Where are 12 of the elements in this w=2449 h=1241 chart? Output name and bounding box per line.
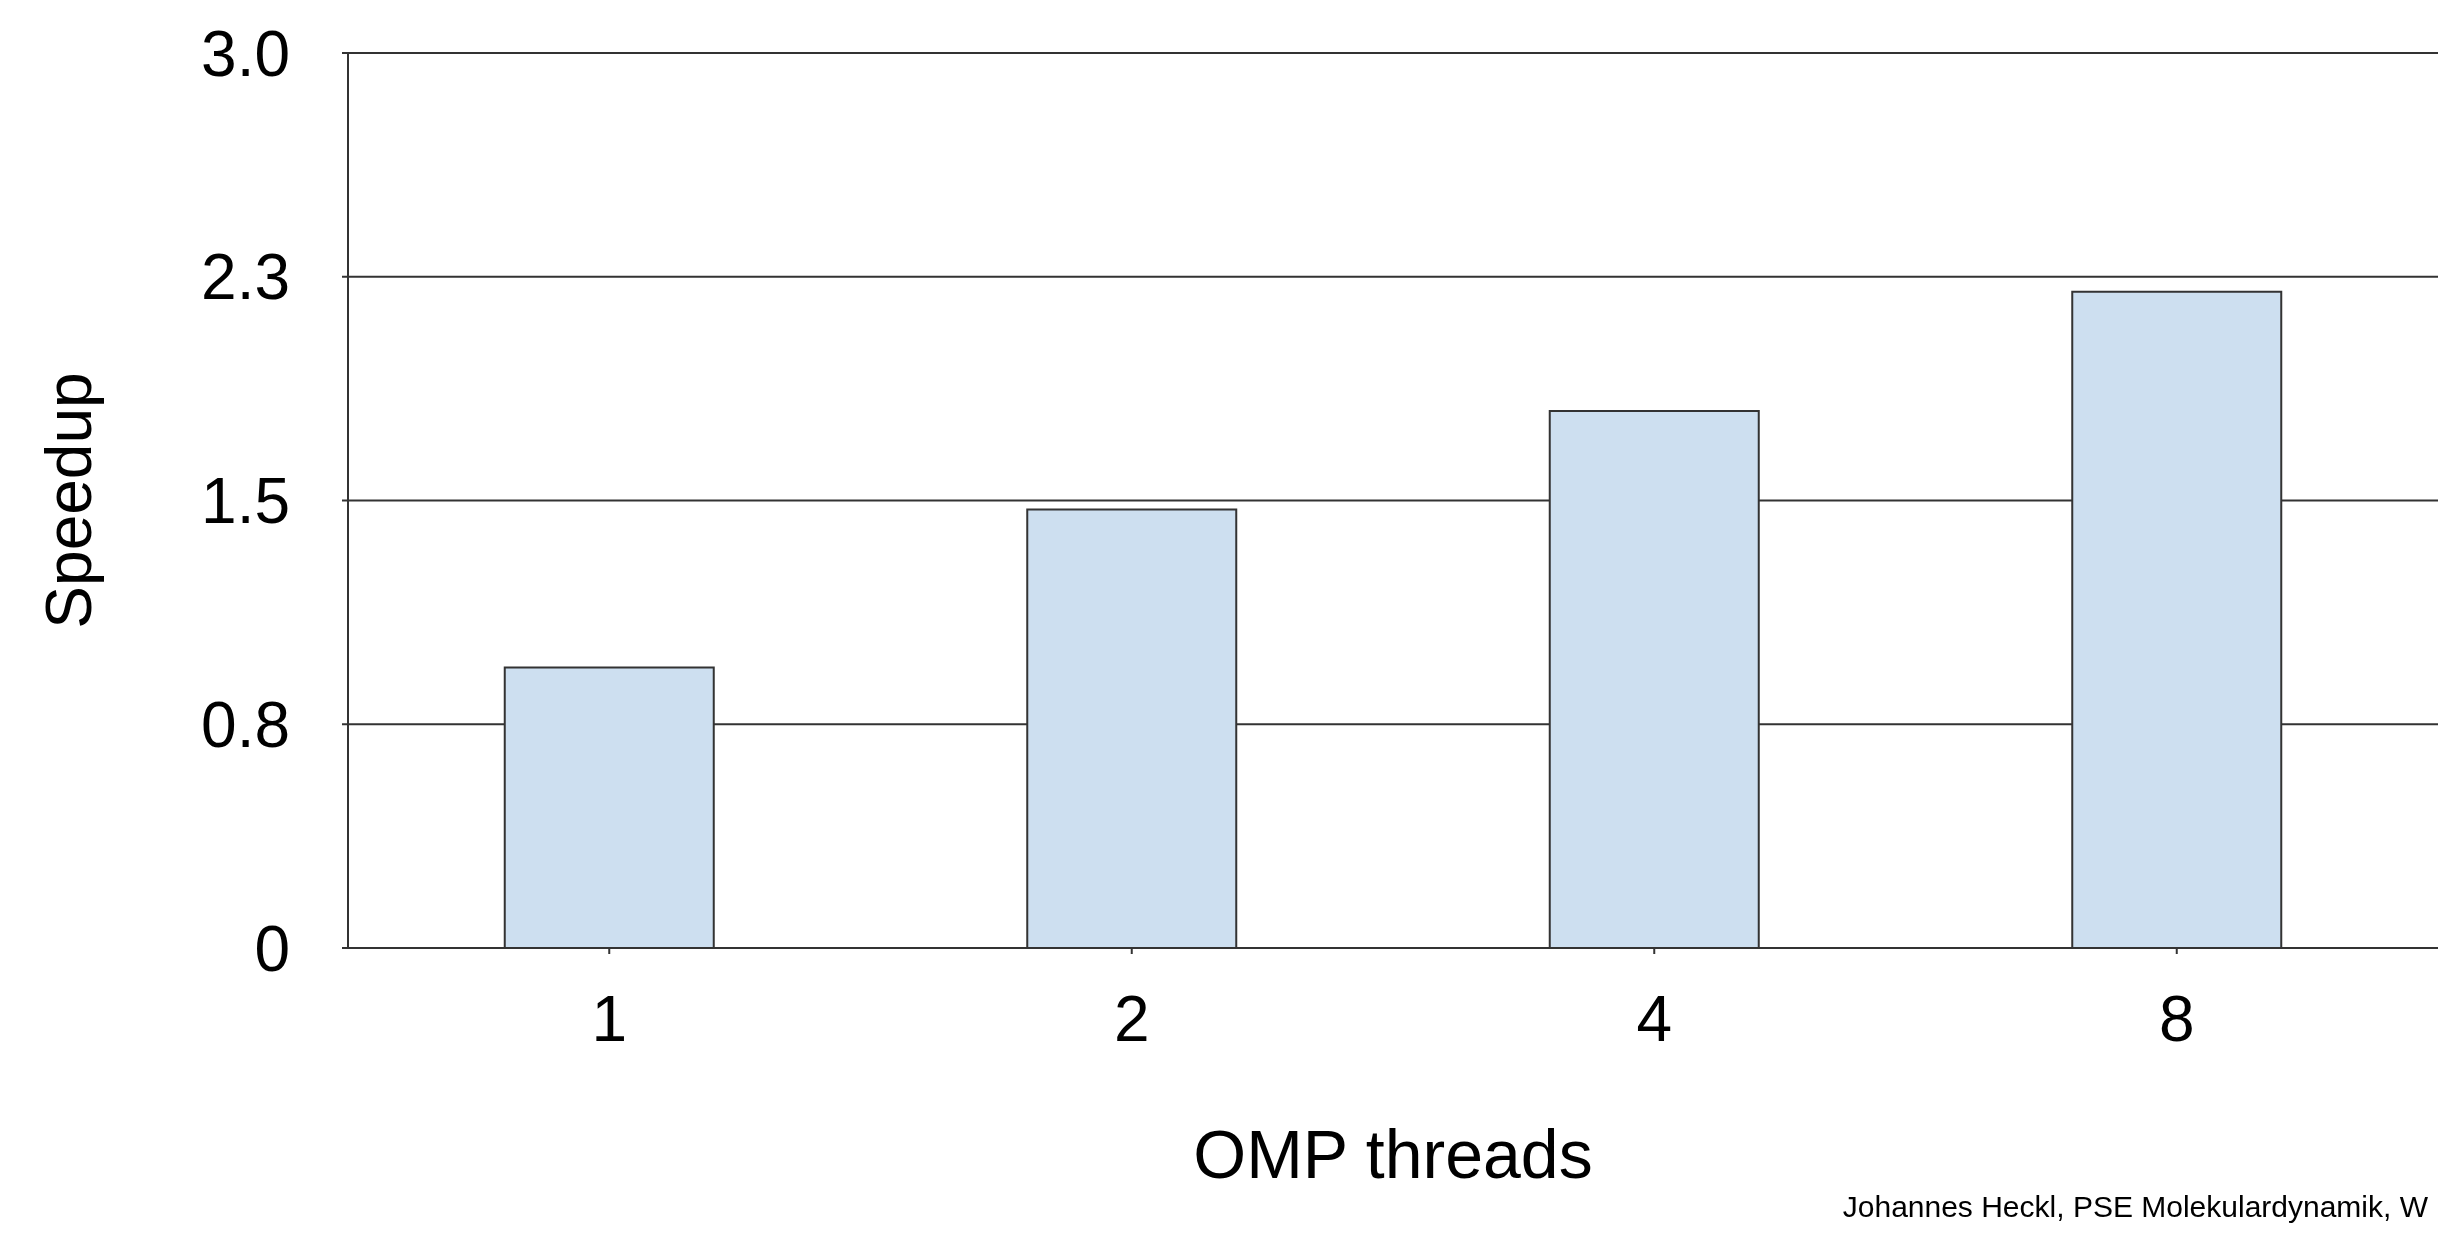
x-tick-label: 8 bbox=[2158, 983, 2195, 1056]
y-tick-label: 2.3 bbox=[201, 241, 290, 314]
x-tick-label: 4 bbox=[1636, 983, 1673, 1056]
x-tick-label: 2 bbox=[1113, 983, 1150, 1056]
text: Johannes Heckl, PSE Molekulardynamik, W bbox=[1842, 1190, 2428, 1224]
y-tick-label: 0 bbox=[254, 912, 290, 985]
x-tick-label: 1 bbox=[591, 983, 628, 1056]
y-tick-label: 3.0 bbox=[201, 17, 290, 90]
y-tick-label: 1.5 bbox=[201, 465, 290, 538]
y-tick-label: 0.8 bbox=[201, 688, 290, 761]
x-axis-title: OMP threads bbox=[1193, 1116, 1593, 1192]
y-axis-title: Speedup bbox=[32, 372, 105, 629]
